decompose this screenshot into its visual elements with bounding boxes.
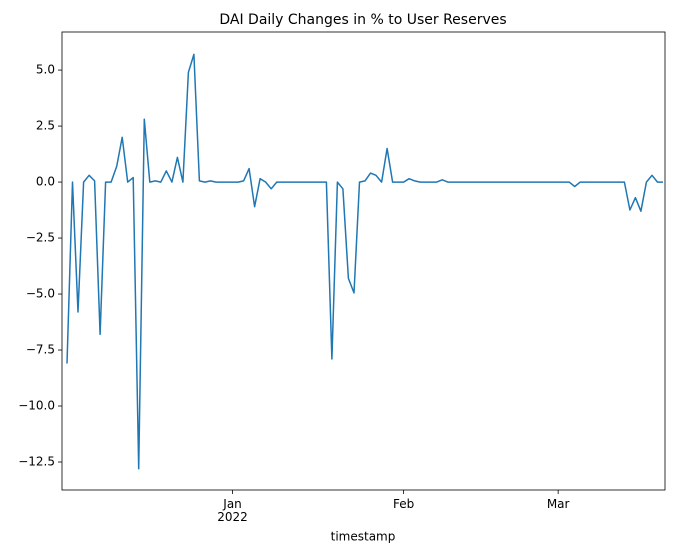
chart-title: DAI Daily Changes in % to User Reserves <box>219 12 506 28</box>
y-tick-label: 5.0 <box>36 63 55 77</box>
y-tick-label: −10.0 <box>18 399 55 413</box>
y-tick-label: −12.5 <box>18 455 55 469</box>
x-axis-label: timestamp <box>331 530 396 544</box>
y-tick-label: −7.5 <box>26 343 55 357</box>
x-tick-label: Feb <box>393 497 415 511</box>
y-tick-label: 2.5 <box>36 119 55 133</box>
y-tick-label: 0.0 <box>36 175 55 189</box>
y-tick-label: −2.5 <box>26 231 55 245</box>
x-tick-label: Mar <box>546 497 570 511</box>
x-tick-label: Jan 2022 <box>217 497 248 524</box>
y-tick-label: −5.0 <box>26 287 55 301</box>
plot-frame <box>61 31 666 491</box>
data-line <box>66 53 663 470</box>
